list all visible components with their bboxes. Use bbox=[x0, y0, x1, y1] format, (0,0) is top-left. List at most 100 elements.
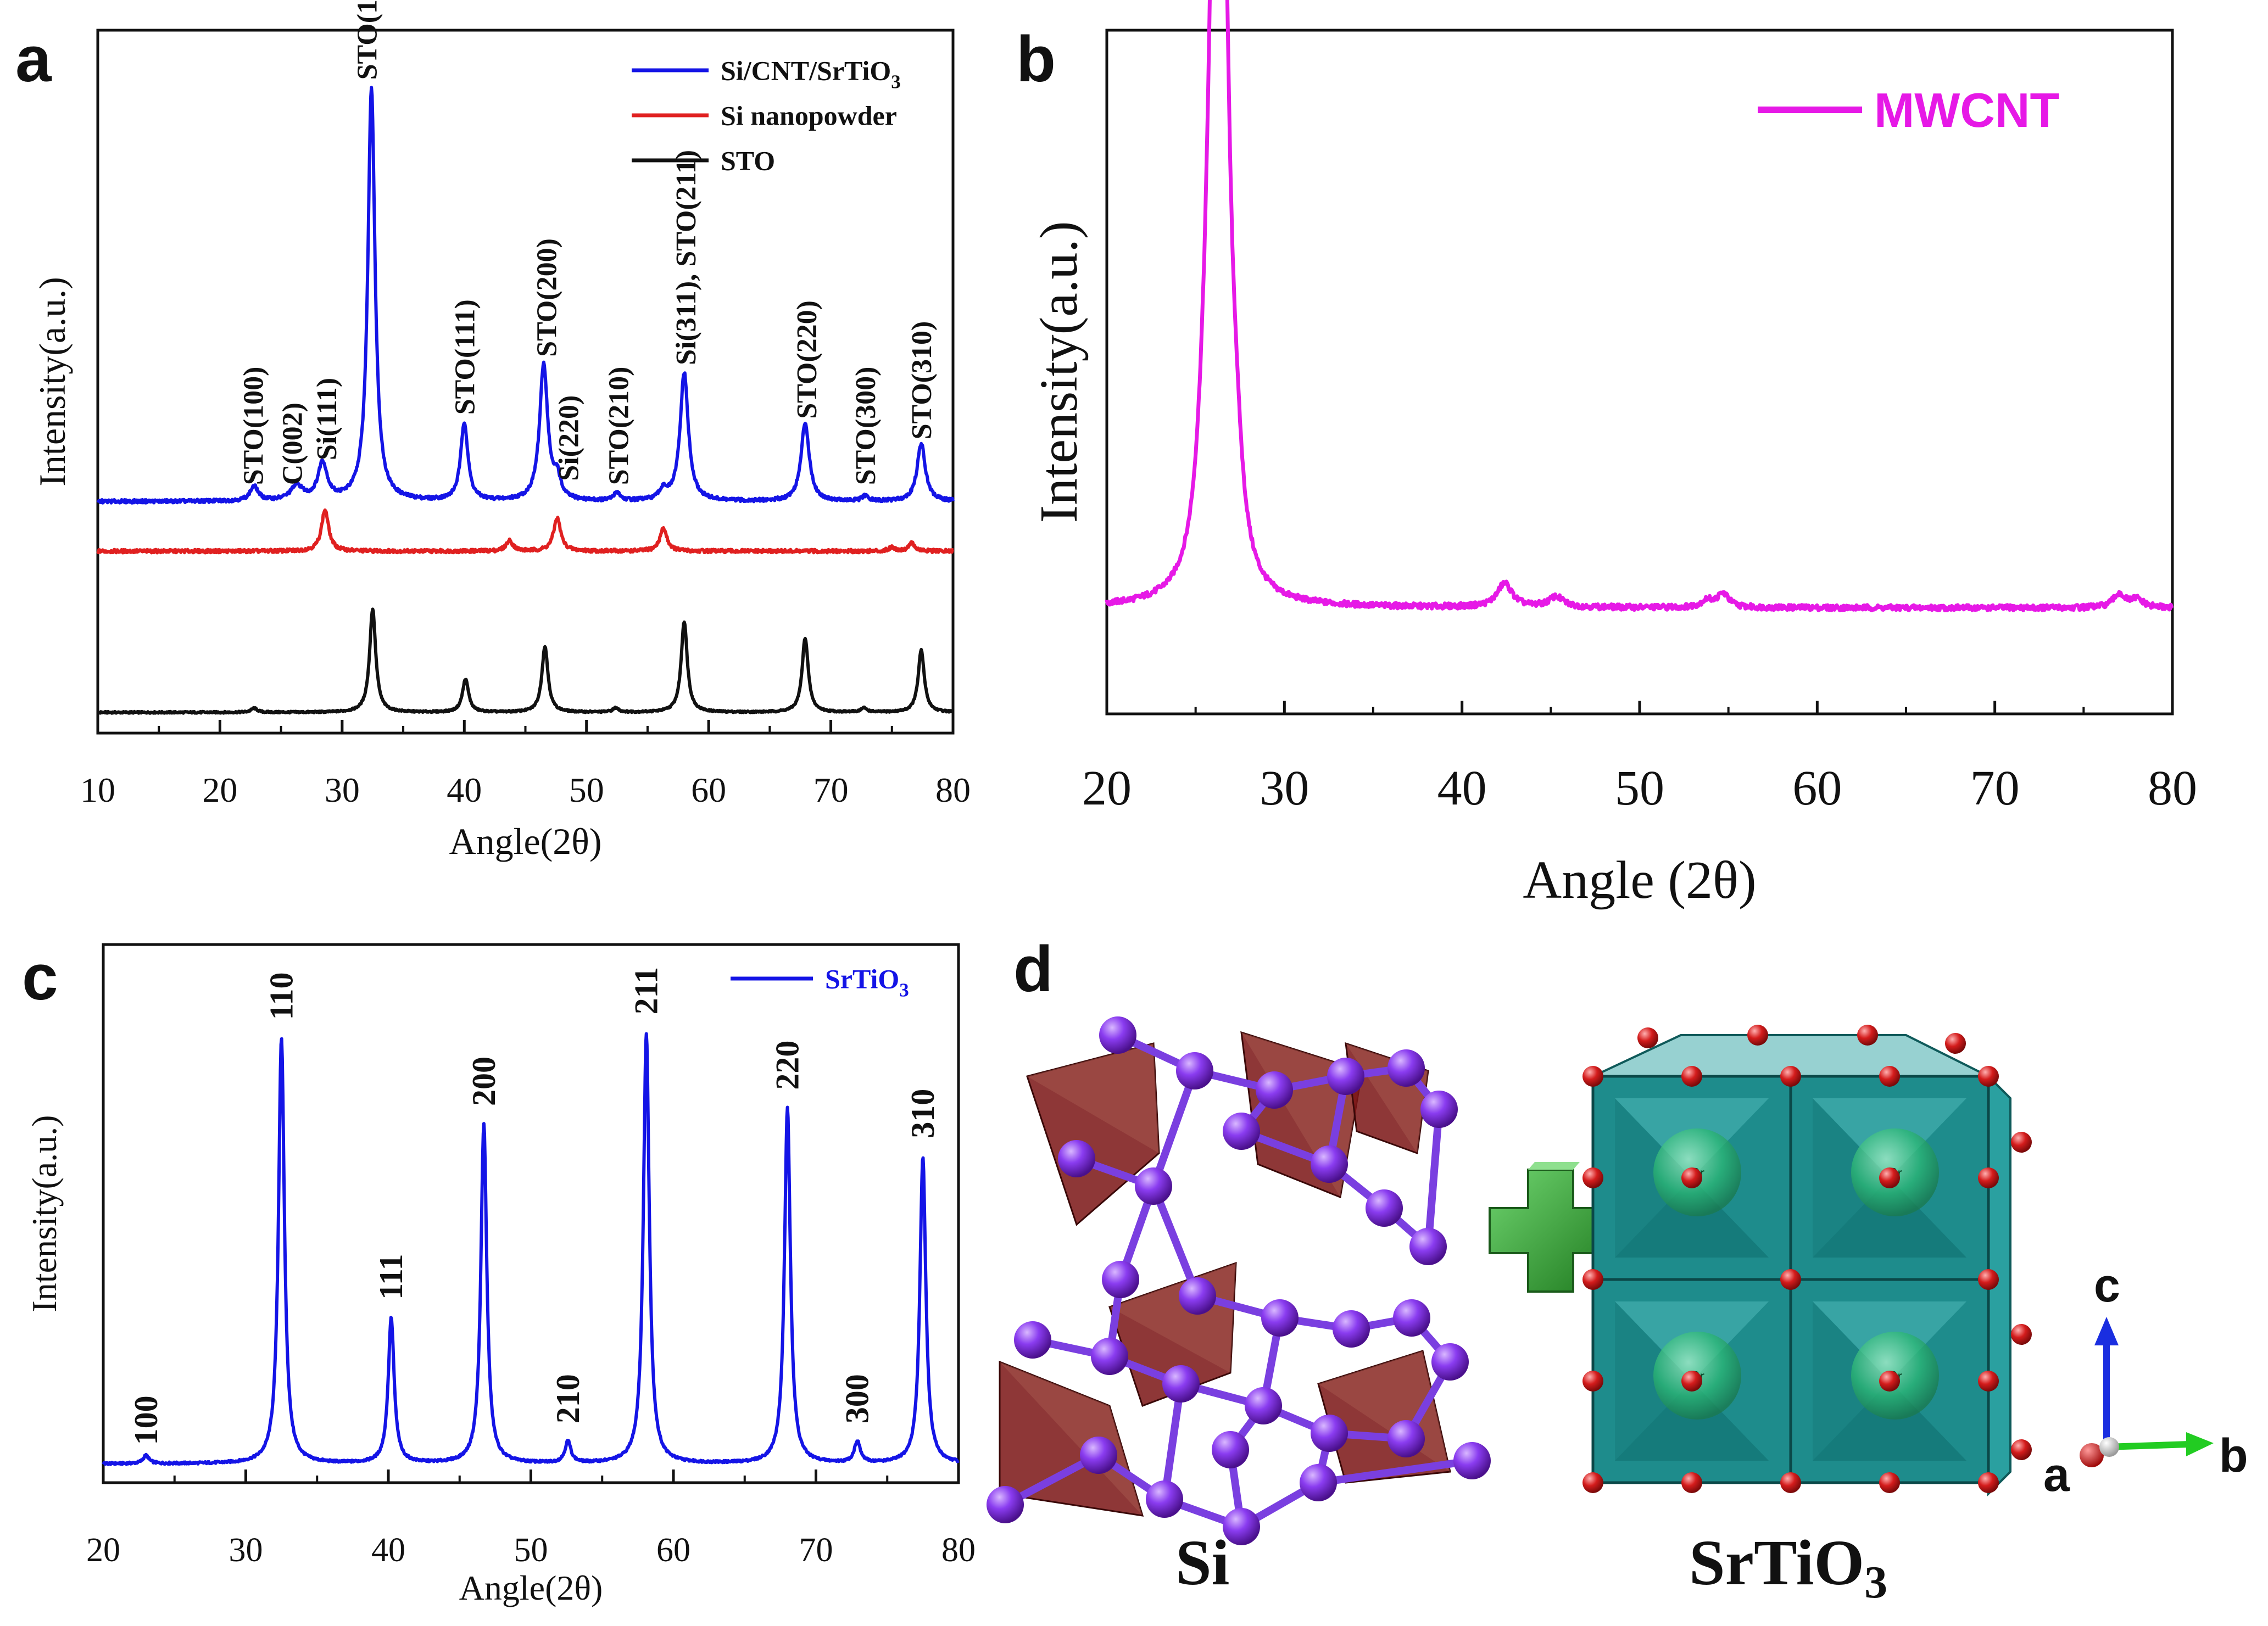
oxygen-atom bbox=[1879, 1371, 1900, 1392]
chart-c-xrd-srtio3: 20 30 40 50 60 70 80 Angle(2θ) Intensity(a.u.) Sr… bbox=[25, 943, 976, 1607]
oxygen-atom bbox=[1637, 1027, 1658, 1048]
x-tick-label: 60 bbox=[656, 1532, 690, 1569]
si-atom bbox=[1327, 1058, 1364, 1095]
si-atom bbox=[1099, 1016, 1136, 1054]
x-tick-label: 40 bbox=[371, 1532, 405, 1569]
si-atom bbox=[1058, 1140, 1095, 1177]
peak-annotation: 220 bbox=[770, 1041, 806, 1090]
oxygen-atom bbox=[1780, 1269, 1801, 1290]
x-tick-label: 40 bbox=[447, 770, 482, 809]
peak-annotation: STO(300) bbox=[850, 366, 882, 485]
si-atom bbox=[1256, 1071, 1293, 1109]
y-axis-label: Intensity(a.u.) bbox=[31, 277, 73, 486]
oxygen-atom bbox=[1582, 1269, 1603, 1290]
oxygen-atom bbox=[2011, 1132, 2032, 1153]
si-atom bbox=[1431, 1343, 1469, 1381]
oxygen-atom bbox=[1747, 1025, 1768, 1046]
peak-annotation: STO(200) bbox=[531, 238, 562, 357]
si-atom bbox=[1146, 1480, 1183, 1518]
oxygen-atom bbox=[1857, 1025, 1878, 1046]
peak-annotation: STO(110) bbox=[352, 0, 383, 80]
si-atom bbox=[1135, 1167, 1172, 1205]
peak-annotation: 111 bbox=[373, 1254, 409, 1299]
si-atom bbox=[1080, 1437, 1117, 1474]
legend-entry: Si/CNT/SrTiO3 bbox=[721, 55, 901, 93]
si-atom bbox=[1223, 1113, 1260, 1150]
sto-facet bbox=[1813, 1178, 1966, 1258]
plot-frame-a bbox=[96, 29, 955, 735]
si-atom bbox=[987, 1486, 1024, 1523]
si-tetrahedron-face bbox=[1027, 1043, 1159, 1153]
si-atom bbox=[1300, 1464, 1337, 1501]
srtio3-crystal-structure: SrSrSrSr bbox=[1582, 1025, 2032, 1496]
peak-annotation: STO(111) bbox=[449, 299, 481, 415]
si-atom bbox=[1245, 1387, 1282, 1424]
peak-annotation: 310 bbox=[905, 1089, 941, 1138]
legend-entry: SrTiO3 bbox=[825, 964, 909, 1001]
series-line-srtio3 bbox=[102, 1032, 960, 1466]
oxygen-atom bbox=[1681, 1066, 1702, 1087]
peak-annotation: STO(220) bbox=[792, 300, 823, 419]
x-tick-label: 30 bbox=[325, 770, 360, 809]
si-atom bbox=[1393, 1299, 1430, 1337]
panel-d-crystal-structures: SrSrSrSr Si SrTiO3 c a b bbox=[987, 1016, 2248, 1608]
x-tick-label: 80 bbox=[2148, 761, 2197, 815]
x-tick-label: 50 bbox=[514, 1532, 548, 1569]
oxygen-atom bbox=[1681, 1472, 1702, 1493]
oxygen-atom bbox=[1978, 1472, 1999, 1493]
oxygen-atom bbox=[1978, 1066, 1999, 1087]
peak-annotation: 200 bbox=[466, 1057, 502, 1106]
srtio3-label: SrTiO3 bbox=[1689, 1527, 1887, 1608]
x-tick-label: 70 bbox=[1970, 761, 2020, 815]
series-line-si-cnt-srtio3 bbox=[96, 86, 955, 505]
chart-a-xrd-composite: 10 20 30 40 50 60 70 80 Angle(2θ) Intensity(a.u.)… bbox=[31, 0, 971, 862]
x-tick-label: 70 bbox=[799, 1532, 833, 1569]
plot-frame-c bbox=[102, 943, 960, 1484]
oxygen-atom bbox=[2011, 1439, 2032, 1460]
x-tick-label: 80 bbox=[935, 770, 971, 809]
si-atom bbox=[1091, 1338, 1128, 1375]
y-axis-label: Intensity(a.u.) bbox=[1029, 221, 1089, 523]
peak-annotation: STO(310) bbox=[906, 321, 938, 440]
axis-label-a: a bbox=[2043, 1449, 2070, 1501]
si-atom bbox=[1014, 1321, 1051, 1359]
si-atom bbox=[1179, 1277, 1216, 1315]
panel-label-d: d bbox=[1013, 933, 1053, 1005]
si-bond bbox=[1161, 1380, 1185, 1503]
axis-triad: c a b bbox=[2043, 1259, 2248, 1501]
x-axis-label: Angle(2θ) bbox=[449, 820, 601, 862]
si-atom bbox=[1420, 1091, 1458, 1128]
x-axis-label: Angle(2θ) bbox=[459, 1568, 603, 1607]
peak-annotation: STO(210) bbox=[604, 366, 635, 485]
si-tetrahedron bbox=[999, 1360, 1144, 1517]
peak-annotation: Si(311), STO(211) bbox=[671, 150, 702, 365]
x-tick-label: 20 bbox=[202, 770, 237, 809]
si-atom bbox=[1409, 1228, 1447, 1265]
peak-annotation: 110 bbox=[263, 972, 299, 1020]
legend-entry: MWCNT bbox=[1874, 83, 2059, 137]
oxygen-atom bbox=[1978, 1167, 1999, 1188]
oxygen-atom bbox=[1978, 1371, 1999, 1392]
si-atom bbox=[1162, 1365, 1200, 1403]
oxygen-atom bbox=[1681, 1371, 1702, 1392]
x-tick-label: 70 bbox=[813, 770, 849, 809]
si-atom bbox=[1453, 1442, 1491, 1479]
oxygen-atom bbox=[1978, 1269, 1999, 1290]
oxygen-atom bbox=[2011, 1324, 2032, 1345]
sto-facet bbox=[1615, 1381, 1769, 1461]
si-bond bbox=[1314, 1457, 1476, 1487]
x-tick-label: 50 bbox=[569, 770, 604, 809]
peak-annotation: Si(111) bbox=[311, 378, 343, 460]
si-bond bbox=[1150, 1067, 1199, 1190]
oxygen-atom bbox=[1945, 1033, 1966, 1054]
oxygen-atom bbox=[1879, 1472, 1900, 1493]
si-atom bbox=[1366, 1189, 1403, 1227]
oxygen-atom bbox=[1681, 1167, 1702, 1188]
si-tetrahedron-face bbox=[1000, 1362, 1143, 1516]
si-bond bbox=[1150, 1182, 1201, 1300]
oxygen-atom bbox=[1780, 1066, 1801, 1087]
oxygen-atom bbox=[1582, 1066, 1603, 1087]
si-atom bbox=[1387, 1049, 1425, 1087]
x-tick-label: 60 bbox=[691, 770, 726, 809]
panel-label-a: a bbox=[15, 23, 52, 96]
